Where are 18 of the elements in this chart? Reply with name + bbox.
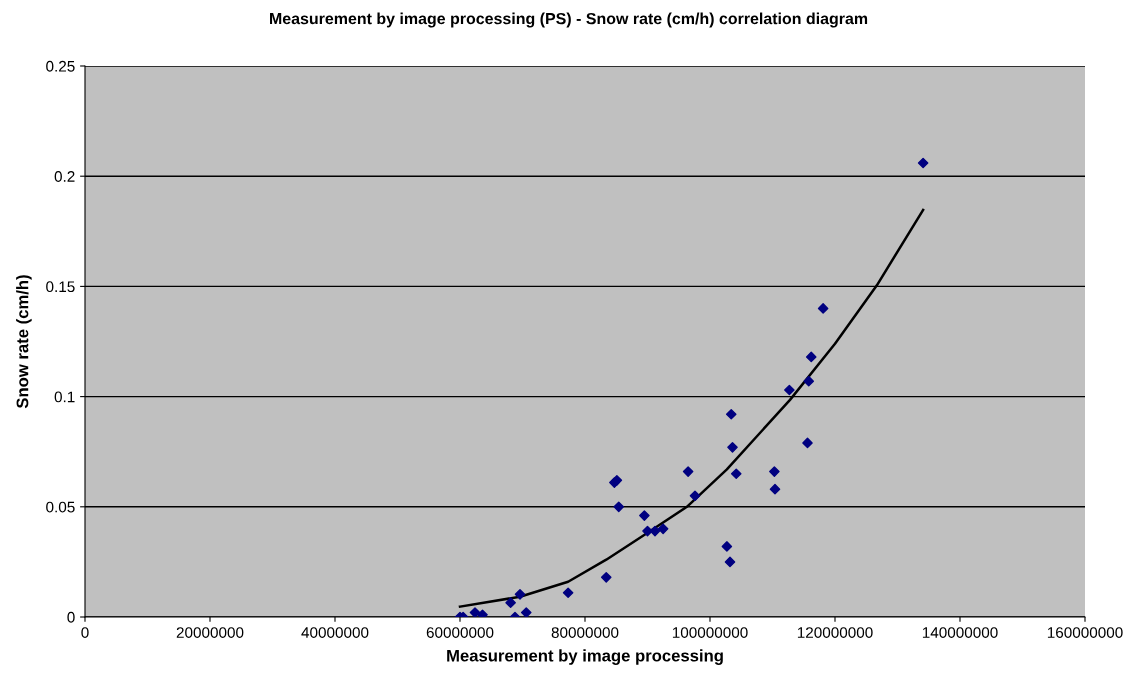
y-tick-label: 0 xyxy=(67,611,75,623)
x-tick-label: 160000000 xyxy=(1047,627,1123,638)
y-tick-label: 0.2 xyxy=(54,171,75,182)
x-tick-label: 80000000 xyxy=(551,627,619,638)
chart-title: Measurement by image processing (PS) - Snow rate (cm/h) correlation diagram xyxy=(270,12,868,28)
x-tick-label: 120000000 xyxy=(797,627,873,638)
x-tick-label: 40000000 xyxy=(301,627,369,638)
x-tick-label: 140000000 xyxy=(922,627,998,638)
y-tick-label: 0.05 xyxy=(46,501,75,513)
y-axis-title: Snow rate (cm/h) xyxy=(16,275,32,409)
x-tick-label: 0 xyxy=(81,627,89,638)
x-tick-label: 20000000 xyxy=(176,627,244,638)
y-tick-label: 0.15 xyxy=(46,281,75,293)
x-tick-label: 60000000 xyxy=(426,627,494,638)
y-tick-label: 0.25 xyxy=(46,60,75,72)
x-tick-label: 100000000 xyxy=(672,627,748,638)
x-axis-title: Measurement by image processing xyxy=(447,649,723,665)
y-tick-label: 0.1 xyxy=(54,391,75,403)
